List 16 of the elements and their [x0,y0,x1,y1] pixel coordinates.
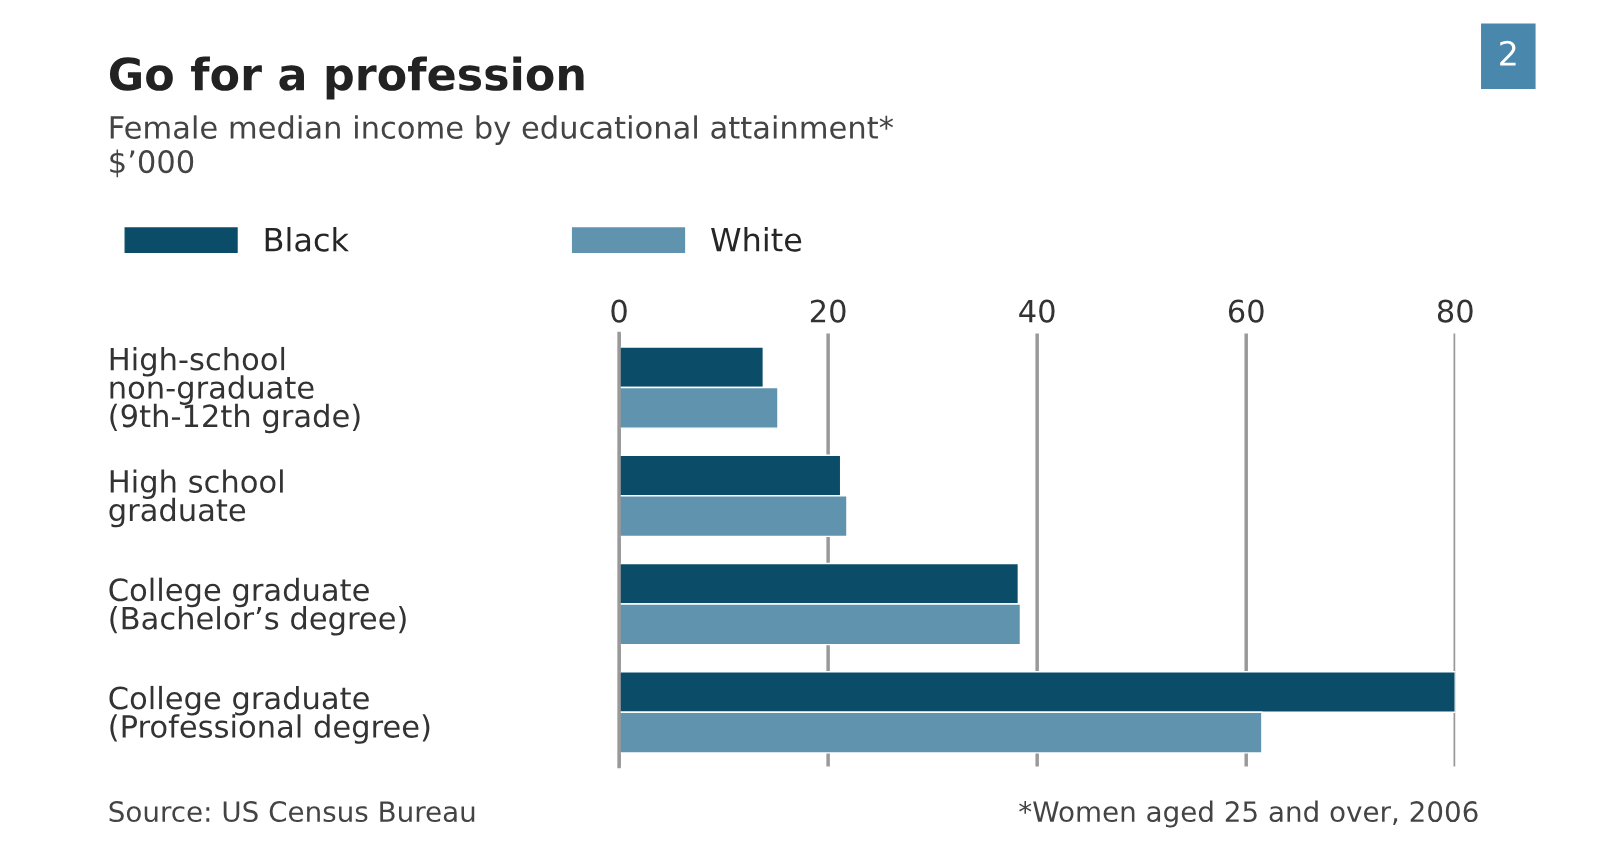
y-tick-label: High school graduate [109,469,283,528]
chart-title: Go for a profession [109,56,584,100]
x-tick-label: 80 [1437,299,1473,323]
x-tick-label: 40 [1019,299,1055,323]
y-tick-label: College graduate (Professional degree) [109,685,430,744]
x-tick-label: 60 [1228,299,1264,323]
y-tick-label: High-school non-graduate (9th-12th grade) [110,346,360,434]
text: *Women aged 25 and over, 2006 [1019,800,1478,828]
text: 2 [1500,40,1516,66]
legend-label: Black [265,227,349,252]
x-tick-label: 20 [810,299,846,323]
legend-label: White [711,227,802,252]
x-tick-label: 0 [611,299,627,323]
chart-subtitle: Female median income by educational attainment* $’000 [110,115,894,178]
y-tick-label: College graduate (Bachelor’s degree) [109,577,406,636]
source-note: Source: US Census Bureau [109,801,475,823]
